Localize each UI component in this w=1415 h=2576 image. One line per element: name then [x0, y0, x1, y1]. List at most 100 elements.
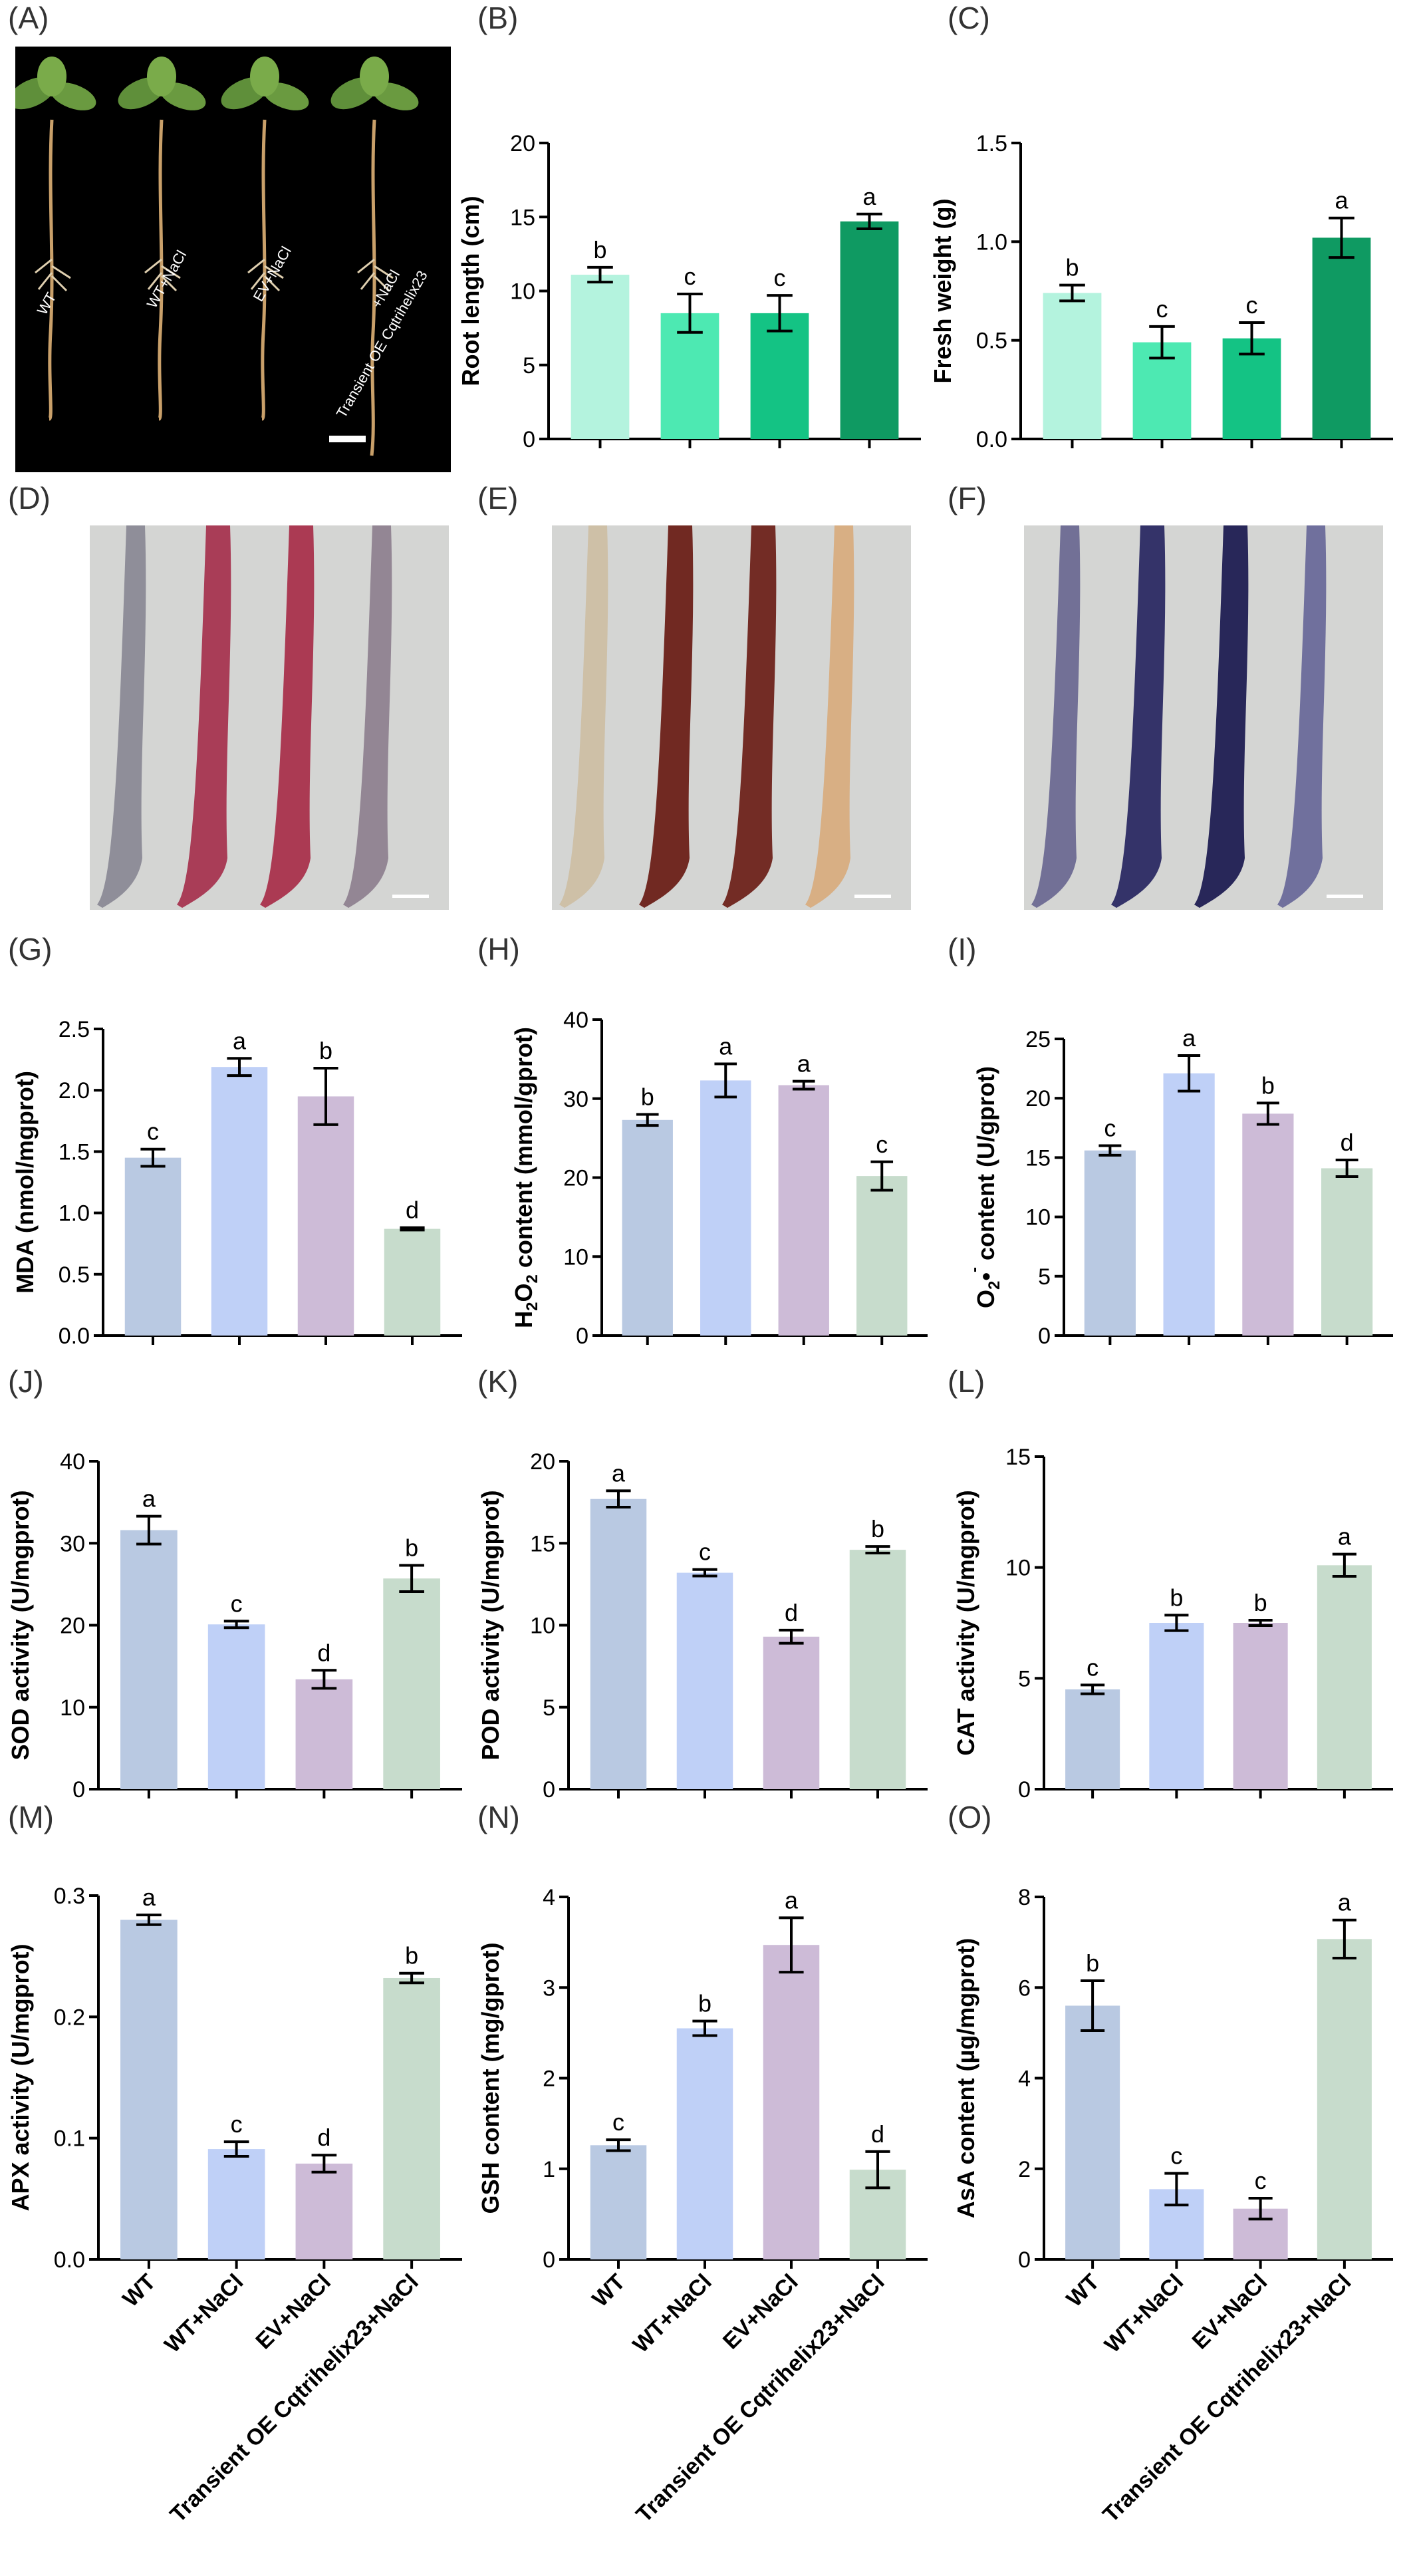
bar	[1222, 338, 1281, 439]
bar	[1317, 1939, 1372, 2259]
significance-letter: a	[142, 1485, 156, 1512]
y-axis-label: SOD activity (U/mgprot)	[7, 1490, 34, 1760]
y-tick-label: 0.3	[54, 1884, 85, 1909]
bar	[1233, 2208, 1288, 2259]
y-tick-label: 40	[563, 1008, 588, 1033]
y-tick-label: 0.1	[54, 2126, 85, 2152]
seedling	[330, 57, 419, 456]
bar	[207, 2149, 265, 2259]
y-tick-label: 5	[1018, 1666, 1031, 1691]
significance-letter: d	[871, 2120, 884, 2148]
panel-label: (M)	[8, 1800, 54, 1834]
x-tick-label: WT+NaCl	[1100, 2269, 1188, 2358]
y-tick-label: 20	[563, 1166, 588, 1191]
y-axis-label: MDA (nmol/mgprot)	[11, 1071, 39, 1294]
significance-letter: a	[785, 1886, 799, 1914]
seedling-photo: WT WT+NaCl EV+NaCl Transient OE Cqtrihelix2…	[8, 47, 451, 472]
y-tick-label: 2	[1018, 2157, 1031, 2182]
significance-letter: a	[719, 1033, 733, 1060]
bar	[1149, 2189, 1204, 2259]
y-tick-label: 1	[543, 2157, 555, 2182]
panel-label: (L)	[948, 1364, 985, 1399]
bar	[750, 313, 809, 439]
significance-letter: a	[1338, 1523, 1352, 1550]
root-hairs	[35, 258, 71, 292]
significance-letter: b	[1065, 254, 1079, 281]
significance-letter: d	[317, 2124, 330, 2151]
x-tick-label: EV+NaCl	[251, 2269, 336, 2355]
leaf	[250, 57, 279, 96]
bar	[571, 275, 630, 439]
y-tick-label: 40	[60, 1449, 85, 1475]
y-tick-label: 2	[543, 2067, 555, 2092]
y-tick-label: 0.5	[976, 329, 1007, 354]
y-tick-label: 30	[563, 1087, 588, 1112]
bar	[763, 1945, 820, 2259]
bar	[383, 1578, 440, 1789]
y-axis-label-part: content (mmol/gprot)	[510, 1027, 537, 1274]
y-tick-label: 1.5	[976, 131, 1007, 156]
y-tick-label: 0	[1018, 1777, 1031, 1802]
significance-letter: c	[231, 2110, 243, 2138]
y-axis-label: Root length (cm)	[457, 196, 484, 386]
significance-letter: b	[641, 1083, 654, 1111]
stained-root	[559, 525, 608, 908]
stained-root	[260, 525, 315, 908]
significance-letter: a	[1338, 1889, 1352, 1916]
y-axis-label-part: 2	[523, 1302, 541, 1310]
y-axis-label-part: 2	[523, 1274, 541, 1283]
seedling-stem	[370, 119, 376, 456]
chart-G: 0.0 0.5 1.0 1.5 2.0 2.5 MDA (nmol/mgprot) c a b d	[11, 1017, 462, 1349]
panel-label: (D)	[8, 481, 51, 515]
scale-bar	[392, 895, 429, 898]
y-tick-label: 20	[510, 131, 535, 156]
y-tick-label: 20	[60, 1614, 85, 1639]
y-tick-label: 0.2	[54, 2005, 85, 2030]
seedling-drawing: WT WT+NaCl EV+NaCl Transient OE Cqtrihelix2…	[8, 57, 431, 456]
y-axis-label-part: content (U/gprot)	[972, 1066, 999, 1267]
y-tick-label: 5	[543, 1695, 555, 1721]
y-tick-label: 3	[543, 1975, 555, 2001]
stained-root	[1277, 525, 1327, 908]
x-tick-label: WT	[587, 2269, 630, 2312]
stained-root	[1194, 525, 1249, 908]
y-tick-label: 1.0	[976, 229, 1007, 255]
y-tick-label: 15	[510, 205, 535, 230]
stain-photo-D	[90, 525, 449, 910]
chart-C: 0.0 0.5 1.0 1.5 Fresh weight (g) b c c a	[929, 131, 1393, 452]
significance-letter: c	[774, 264, 786, 291]
y-tick-label: 0	[1038, 1324, 1051, 1349]
chart-O: 0 2 4 6 8 AsA content (µg/mgprot) b WT c WT+NaCl c…	[952, 1885, 1393, 2527]
significance-letter: b	[1254, 1589, 1267, 1616]
bar	[383, 1977, 440, 2259]
significance-letter: c	[684, 263, 696, 290]
leaf	[147, 57, 176, 96]
y-tick-label: 25	[1025, 1027, 1051, 1052]
x-tick-label: WT+NaCl	[160, 2269, 248, 2358]
stained-root	[97, 525, 146, 908]
significance-letter: a	[797, 1050, 811, 1077]
seedling	[8, 57, 96, 421]
y-tick-label: 10	[1025, 1205, 1051, 1230]
y-tick-label: 0	[523, 427, 535, 452]
stained-root	[722, 525, 777, 908]
sample-label: WT	[34, 289, 60, 317]
significance-letter: b	[871, 1515, 884, 1542]
y-axis-label-part: -	[965, 1267, 983, 1272]
panel-label: (G)	[8, 932, 53, 966]
y-tick-label: 1.0	[59, 1201, 90, 1226]
stained-root	[1031, 525, 1081, 908]
y-axis-label: POD activity (U/mgprot)	[477, 1490, 504, 1760]
significance-letter: a	[862, 183, 876, 210]
y-tick-label: 0	[72, 1777, 85, 1802]
bar	[297, 1096, 354, 1336]
y-tick-label: 15	[1025, 1145, 1051, 1171]
bar	[849, 1550, 906, 1789]
significance-letter: c	[1170, 2142, 1182, 2170]
significance-letter: a	[612, 1459, 626, 1487]
bar	[211, 1067, 268, 1336]
bar	[840, 221, 899, 439]
chart-J: 0 10 20 30 40 SOD activity (U/mgprot) a c d b	[7, 1449, 462, 1802]
y-tick-label: 5	[1038, 1264, 1051, 1290]
